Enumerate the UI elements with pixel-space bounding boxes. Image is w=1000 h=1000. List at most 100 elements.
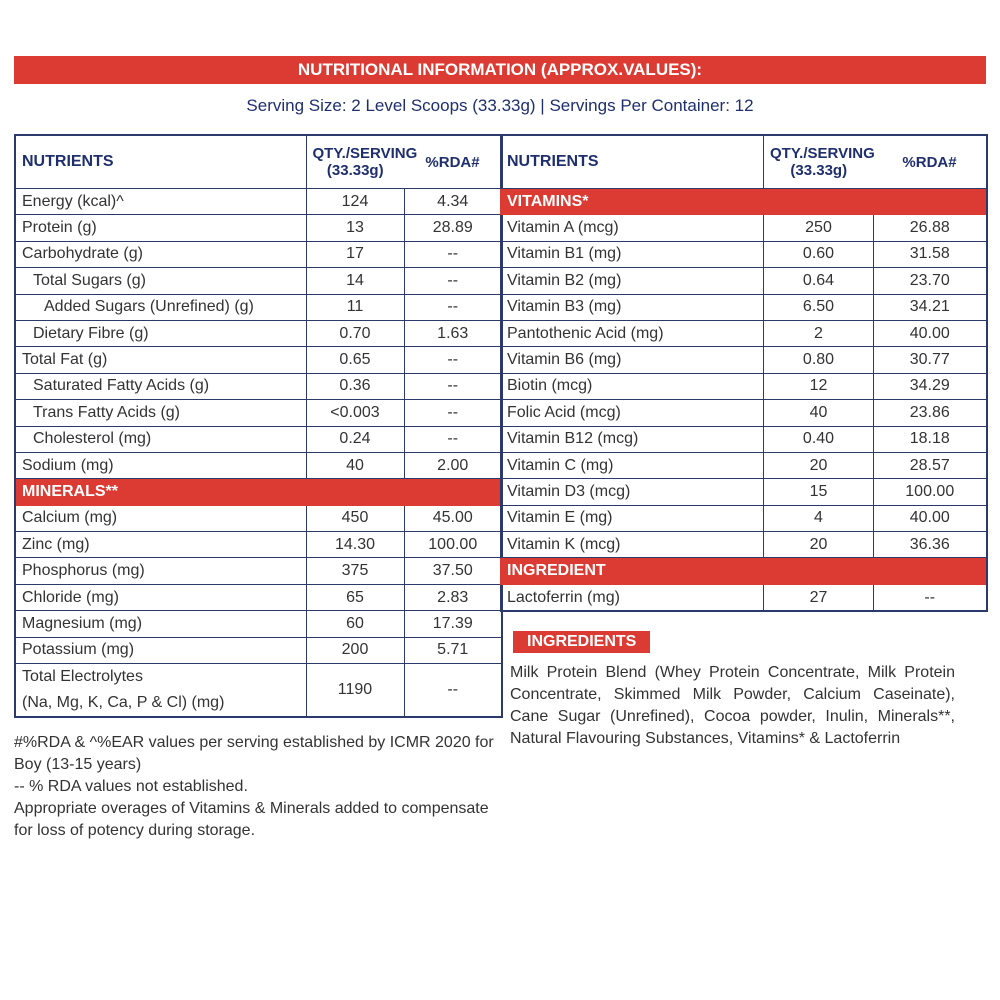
nutrient-name: Chloride (mg) (14, 583, 307, 612)
rda-value: -- (403, 293, 503, 321)
nutrient-name: Vitamin B6 (mg) (500, 346, 764, 374)
section-row: INGREDIENT (500, 557, 987, 585)
qty-value: 27 (763, 583, 874, 612)
rda-value: -- (403, 372, 503, 401)
footnote: #%RDA & ^%EAR values per serving establi… (14, 734, 494, 773)
table-row: Total Sugars (g) 14 -- (14, 267, 503, 295)
table-row: Dietary Fibre (g) 0.70 1.63 (14, 319, 503, 348)
rda-value: 1.63 (403, 319, 503, 348)
qty-value: 450 (305, 504, 405, 533)
nutrient-name: Dietary Fibre (g) (14, 319, 307, 348)
qty-value: 0.65 (305, 346, 405, 374)
qty-value: 20 (763, 531, 874, 559)
rda-value: 30.77 (873, 346, 987, 374)
qty-value: 4 (763, 504, 874, 533)
table-row: Zinc (mg) 14.30 100.00 (14, 531, 503, 559)
qty-value: 40 (305, 451, 405, 480)
nutrient-name: Pantothenic Acid (mg) (500, 319, 764, 348)
rda-value: 36.36 (873, 531, 987, 559)
header-rda: %RDA# (404, 134, 503, 189)
table-row: Saturated Fatty Acids (g) 0.36 -- (14, 372, 503, 401)
table-row: Pantothenic Acid (mg) 2 40.00 (500, 319, 987, 348)
rda-value: 2.83 (403, 583, 503, 612)
nutrient-name: Energy (kcal)^ (14, 187, 307, 216)
table-row: Magnesium (mg) 60 17.39 (14, 610, 503, 638)
nutrient-name-line: Total Electrolytes (22, 668, 143, 686)
header-qty: QTY./SERVING (33.33g) (763, 134, 875, 189)
rda-value: 5.71 (403, 636, 503, 665)
header-row: NUTRIENTS QTY./SERVING (33.33g) %RDA# (500, 134, 987, 189)
header-nutrients: NUTRIENTS (500, 134, 764, 189)
nutrient-name: Vitamin E (mg) (500, 504, 764, 533)
qty-value: 1190 (305, 663, 405, 718)
footnote: -- % RDA values not established. (14, 778, 248, 795)
qty-value: 65 (305, 583, 405, 612)
qty-value: 2 (763, 319, 874, 348)
table-row: Vitamin B1 (mg) 0.60 31.58 (500, 240, 987, 269)
table-row: Trans Fatty Acids (g) <0.003 -- (14, 399, 503, 427)
qty-value: 0.64 (763, 267, 874, 295)
nutrient-name: Total Sugars (g) (14, 267, 307, 295)
qty-value: 60 (305, 610, 405, 638)
rda-value: 23.86 (873, 399, 987, 427)
table-row: Added Sugars (Unrefined) (g) 11 -- (14, 293, 503, 321)
qty-value: 20 (763, 451, 874, 480)
table-row: Cholesterol (mg) 0.24 -- (14, 425, 503, 453)
table-row: Vitamin B3 (mg) 6.50 34.21 (500, 293, 987, 321)
title-banner: NUTRITIONAL INFORMATION (APPROX.VALUES): (14, 56, 986, 84)
rda-value: 100.00 (873, 478, 987, 506)
section-label: INGREDIENT (500, 557, 987, 585)
table-row: Total Fat (g) 0.65 -- (14, 346, 503, 374)
table-row: Vitamin B2 (mg) 0.64 23.70 (500, 267, 987, 295)
nutrient-name: Added Sugars (Unrefined) (g) (14, 293, 307, 321)
qty-value: 17 (305, 240, 405, 269)
rda-value: 37.50 (403, 557, 503, 585)
table-row: Vitamin D3 (mcg) 15 100.00 (500, 478, 987, 506)
serving-info: Serving Size: 2 Level Scoops (33.33g) | … (246, 96, 754, 115)
ingredients-text: Milk Protein Blend (Whey Protein Concent… (510, 664, 955, 747)
header-qty: QTY./SERVING (33.33g) (305, 134, 417, 189)
qty-value: 0.80 (763, 346, 874, 374)
table-row: Vitamin B12 (mcg) 0.40 18.18 (500, 425, 987, 453)
nutrient-name: Vitamin B12 (mcg) (500, 425, 764, 453)
table-row: Energy (kcal)^ 124 4.34 (14, 187, 503, 216)
nutrient-name: Vitamin B2 (mg) (500, 267, 764, 295)
nutrient-name: Trans Fatty Acids (g) (14, 399, 307, 427)
table-row: Chloride (mg) 65 2.83 (14, 583, 503, 612)
nutrient-name: Vitamin B1 (mg) (500, 240, 764, 269)
rda-value: -- (403, 346, 503, 374)
table-row: Vitamin K (mcg) 20 36.36 (500, 531, 987, 559)
rda-value: 2.00 (403, 451, 503, 480)
table-row: Vitamin B6 (mg) 0.80 30.77 (500, 346, 987, 374)
rda-value: 34.29 (873, 372, 987, 401)
footnote: Appropriate overages of Vitamins & Miner… (14, 800, 489, 839)
qty-value: 0.24 (305, 425, 405, 453)
table-row: Vitamin E (mg) 4 40.00 (500, 504, 987, 533)
rda-value: 31.58 (873, 240, 987, 269)
nutrient-name: Sodium (mg) (14, 451, 307, 480)
rda-value: 28.89 (403, 214, 503, 242)
rda-value: 28.57 (873, 451, 987, 480)
table-row: Lactoferrin (mg) 27 -- (500, 583, 987, 612)
table-row: Vitamin A (mcg) 250 26.88 (500, 214, 987, 242)
qty-value: 6.50 (763, 293, 874, 321)
nutrient-name-line: (Na, Mg, K, Ca, P & Cl) (mg) (22, 694, 225, 712)
section-label: VITAMINS* (500, 187, 987, 216)
rda-value: 26.88 (873, 214, 987, 242)
qty-value: 15 (763, 478, 874, 506)
qty-value: 12 (763, 372, 874, 401)
nutrient-name: Cholesterol (mg) (14, 425, 307, 453)
qty-value: 375 (305, 557, 405, 585)
qty-value: 200 (305, 636, 405, 665)
qty-value: 0.70 (305, 319, 405, 348)
section-row: VITAMINS* (500, 187, 987, 216)
nutrient-name: Vitamin C (mg) (500, 451, 764, 480)
table-row: Sodium (mg) 40 2.00 (14, 451, 503, 480)
rda-value: -- (403, 663, 503, 718)
table-row: Carbohydrate (g) 17 -- (14, 240, 503, 269)
nutrient-name: Vitamin B3 (mg) (500, 293, 764, 321)
rda-value: -- (403, 399, 503, 427)
rda-value: -- (403, 240, 503, 269)
rda-value: -- (873, 583, 987, 612)
table-row: Total Electrolytes (Na, Mg, K, Ca, P & Cl… (14, 663, 503, 718)
